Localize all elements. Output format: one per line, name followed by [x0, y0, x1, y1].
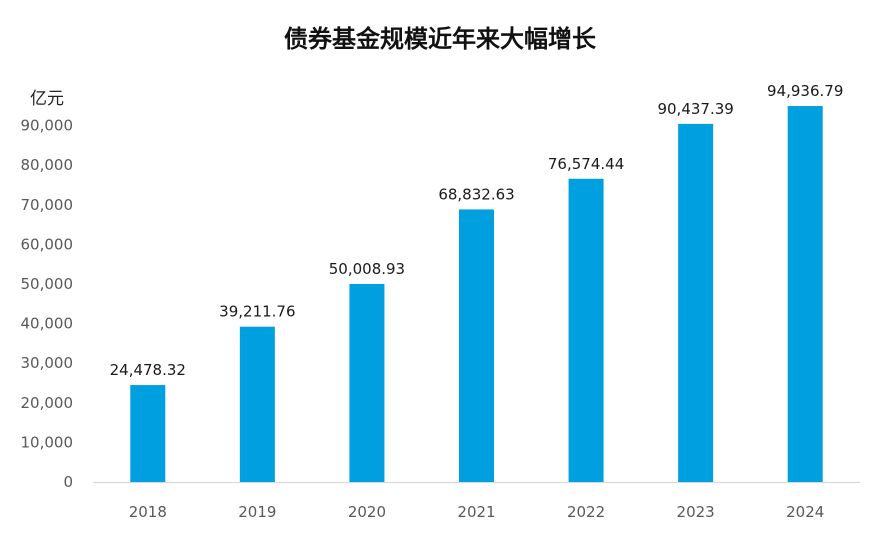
- y-tick-label: 20,000: [21, 394, 74, 412]
- x-axis-ticks: 2018 2019 2020 2021 2022 2023 2024: [129, 503, 825, 521]
- x-tick-label: 2018: [129, 503, 167, 521]
- bar: [130, 385, 166, 482]
- bar-value-label: 94,936.79: [767, 82, 843, 100]
- x-tick-label: 2024: [786, 503, 824, 521]
- y-tick-label: 70,000: [21, 196, 74, 214]
- data-labels-group: 24,478.32 39,211.76 50,008.93 68,832.63 76,5…: [110, 82, 844, 379]
- bar: [239, 326, 275, 482]
- x-tick-label: 2019: [238, 503, 276, 521]
- bar: [678, 123, 714, 483]
- y-tick-label: 0: [63, 473, 73, 491]
- bar-value-label: 39,211.76: [219, 303, 295, 321]
- bar-value-label: 50,008.93: [329, 260, 405, 278]
- bar-value-label: 76,574.44: [548, 155, 624, 173]
- y-tick-label: 80,000: [21, 156, 74, 174]
- bar-value-label: 24,478.32: [110, 361, 186, 379]
- y-tick-label: 50,000: [21, 275, 74, 293]
- bar-value-label: 90,437.39: [657, 100, 733, 118]
- y-tick-label: 10,000: [21, 433, 74, 451]
- bar-value-label: 68,832.63: [438, 185, 514, 203]
- bar: [787, 106, 823, 483]
- x-tick-label: 2022: [567, 503, 605, 521]
- y-tick-label: 60,000: [21, 235, 74, 253]
- chart-title: 债券基金规模近年来大幅增长: [284, 25, 597, 53]
- bars-group: [130, 106, 823, 483]
- y-tick-label: 30,000: [21, 354, 74, 372]
- bar: [568, 178, 604, 483]
- x-tick-label: 2021: [457, 503, 495, 521]
- y-tick-label: 40,000: [21, 315, 74, 333]
- y-axis-unit-label: 亿元: [30, 89, 64, 109]
- x-tick-label: 2023: [677, 503, 715, 521]
- bar: [459, 209, 494, 482]
- bar: [349, 283, 385, 482]
- y-tick-label: 90,000: [21, 117, 74, 135]
- x-tick-label: 2020: [348, 503, 386, 521]
- y-axis-ticks: 0 10,000 20,000 30,000 40,000 50,000 60,000 70,…: [21, 117, 74, 491]
